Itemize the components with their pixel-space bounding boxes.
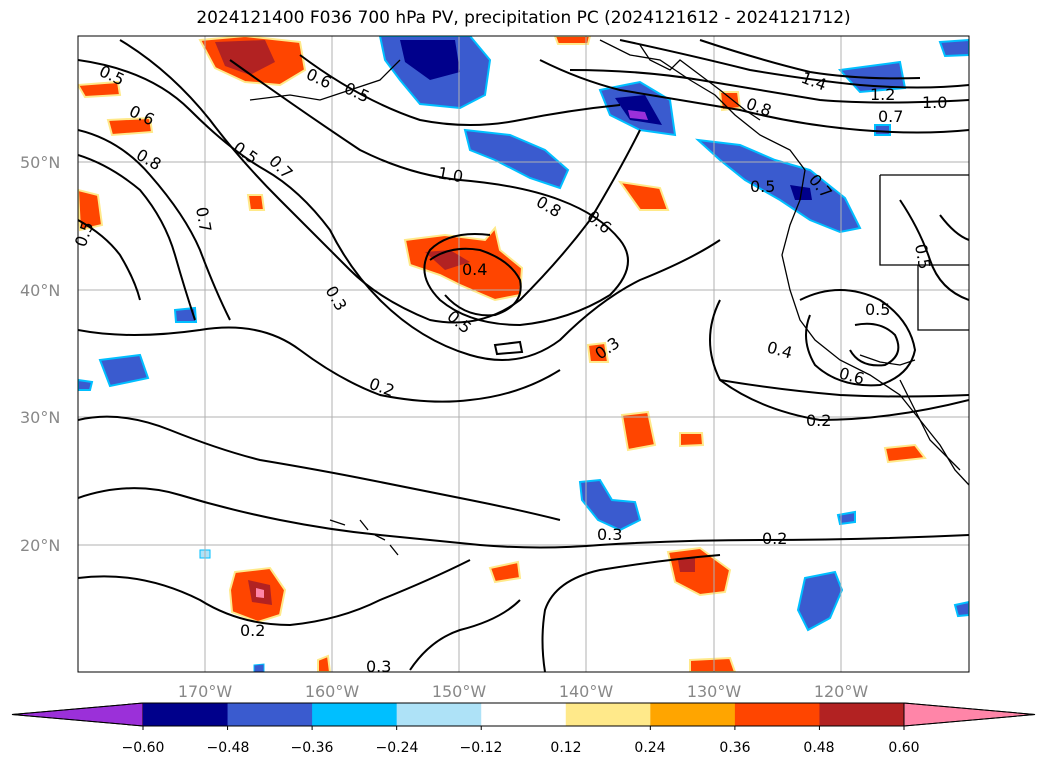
colorbar-swatch <box>312 703 398 726</box>
contour-label: 1.0 <box>922 93 947 112</box>
longitude-labels: 170°W 160°W 150°W 140°W 130°W 120°W <box>178 682 869 701</box>
contour-label: 0.7 <box>878 107 903 126</box>
lon-label: 150°W <box>432 682 487 701</box>
colorbar-extend-max <box>903 702 1036 727</box>
lon-label: 160°W <box>305 682 360 701</box>
contour-label: 0.3 <box>366 657 391 676</box>
contour-label: 1.2 <box>870 85 895 104</box>
lon-label: 140°W <box>559 682 614 701</box>
lon-label: 120°W <box>814 682 869 701</box>
colorbar-tick-label: −0.36 <box>291 740 334 756</box>
colorbar-extend-min <box>11 702 144 727</box>
colorbar-tick-label: −0.24 <box>376 740 419 756</box>
contour-label: 0.3 <box>597 525 622 544</box>
contour-label: 0.2 <box>806 411 831 430</box>
colorbar-swatch <box>734 703 820 726</box>
colorbar-tick-label: 0.36 <box>719 740 750 756</box>
colorbar-tick-label: −0.12 <box>460 740 503 756</box>
contour-label: 0.2 <box>240 621 265 640</box>
colorbar-tick-label: 0.60 <box>888 740 919 756</box>
contour-label: 0.4 <box>462 260 487 279</box>
map-title: 2024121400 F036 700 hPa PV, precipitatio… <box>196 8 851 28</box>
lon-label: 170°W <box>178 682 233 701</box>
colorbar-tick-label: 0.48 <box>803 740 834 756</box>
contour-label: 0.5 <box>911 242 934 270</box>
lat-label: 20°N <box>20 536 60 555</box>
colorbar-ticks: −0.60 −0.48 −0.36 −0.24 −0.12 0.12 0.24 … <box>122 740 920 756</box>
latitude-labels: 50°N 40°N 30°N 20°N <box>20 153 60 555</box>
precip-negative-areas <box>78 36 969 672</box>
colorbar-tick-label: 0.12 <box>550 740 581 756</box>
lat-label: 40°N <box>20 281 60 300</box>
colorbar-swatch <box>143 703 229 726</box>
lat-label: 50°N <box>20 153 60 172</box>
contour-label: 0.5 <box>750 177 775 196</box>
contour-label: 1.0 <box>436 163 464 186</box>
colorbar-swatch <box>481 703 567 726</box>
lat-label: 30°N <box>20 408 60 427</box>
coastlines <box>249 39 969 556</box>
contour-label: 0.2 <box>762 529 787 548</box>
colorbar-tick-label: −0.60 <box>122 740 165 756</box>
colorbar <box>11 702 1036 730</box>
colorbar-swatch <box>565 703 651 726</box>
contour-label: 0.7 <box>192 205 215 233</box>
pv-contours <box>78 39 969 672</box>
colorbar-swatch <box>227 703 313 726</box>
map-gridlines <box>78 36 969 672</box>
colorbar-tick-label: −0.48 <box>207 740 250 756</box>
colorbar-swatch <box>396 703 482 726</box>
map-border <box>77 35 970 673</box>
contour-label: 0.5 <box>865 300 890 319</box>
lon-label: 130°W <box>687 682 742 701</box>
colorbar-tick-label: 0.24 <box>634 740 665 756</box>
colorbar-swatch <box>819 703 905 726</box>
colorbar-swatch <box>650 703 736 726</box>
